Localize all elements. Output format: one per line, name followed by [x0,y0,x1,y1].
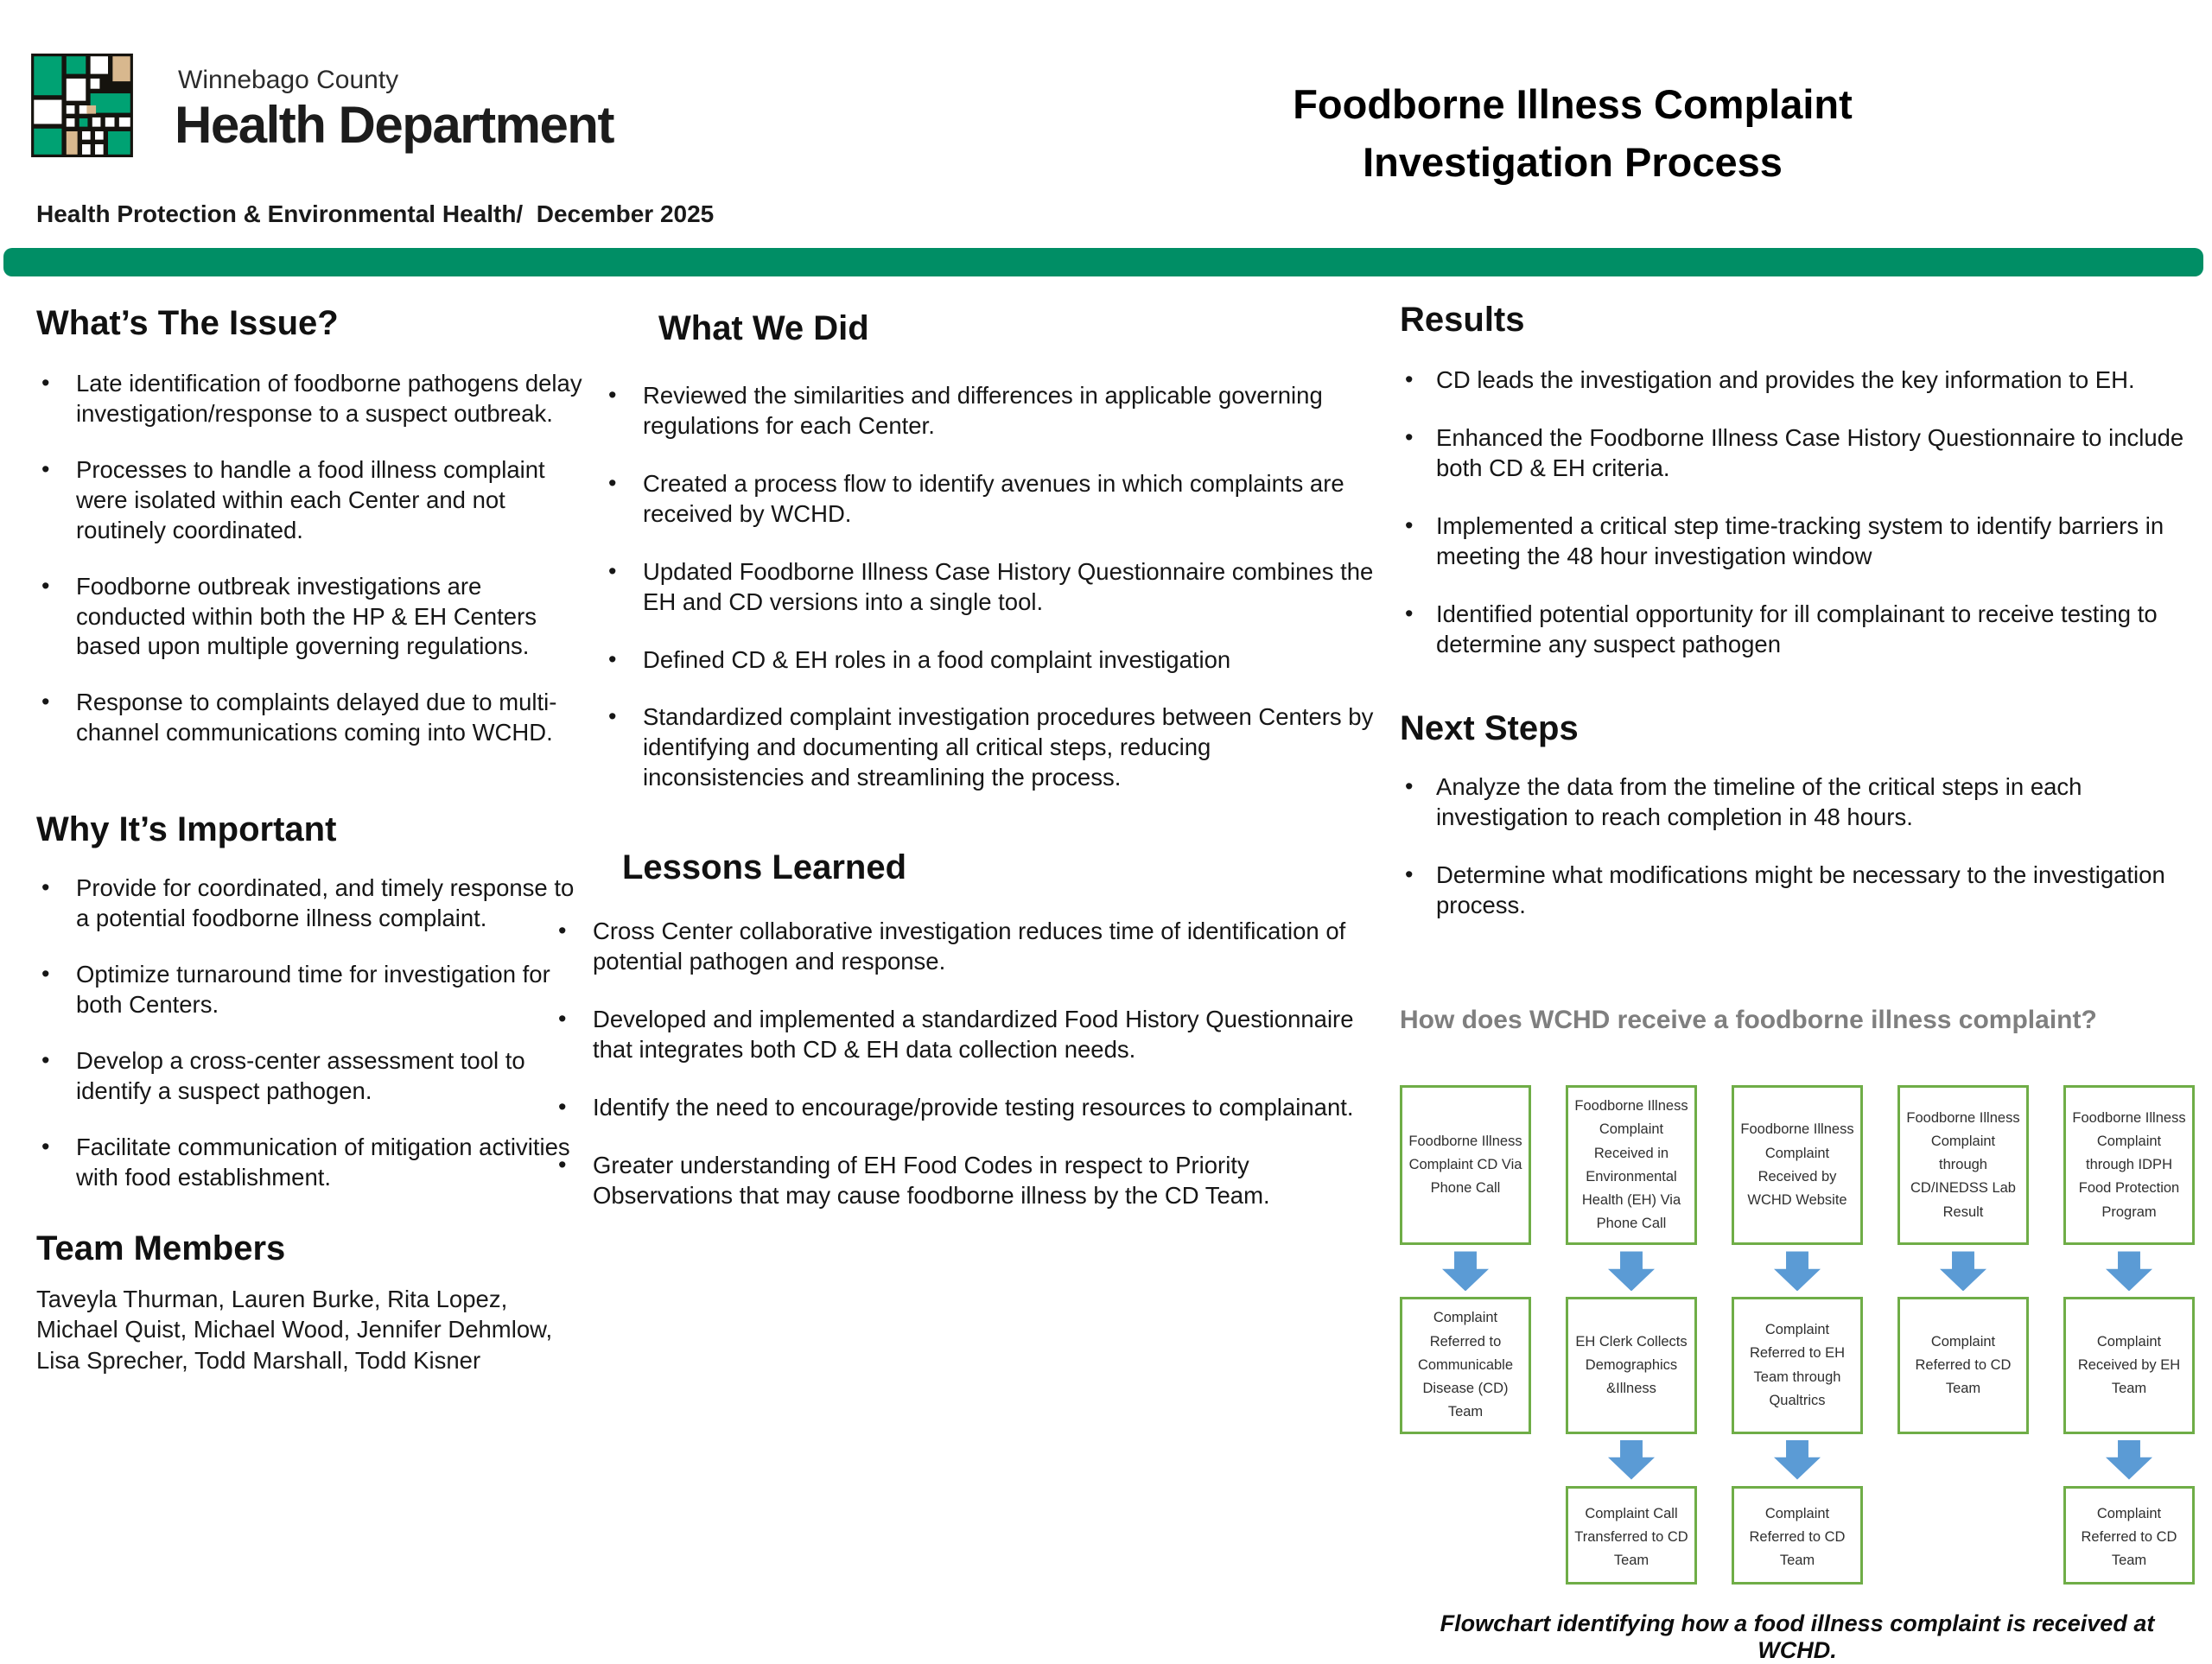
flowchart-arrows-row2 [1400,1434,2205,1486]
health-department-logo-icon [31,54,133,157]
what-we-did-bullet-list: Reviewed the similarities and difference… [603,380,1374,793]
flow-box: Complaint Received by EH Team [2063,1297,2195,1434]
poster-title-line1: Foodborne Illness Complaint [1293,81,1853,127]
flowchart-row1: Foodborne Illness Complaint CD Via Phone… [1400,1085,2205,1246]
next-steps-bullet-list: Analyze the data from the timeline of th… [1400,772,2205,921]
bullet-item: Identified potential opportunity for ill… [1400,599,2205,660]
flow-box: Foodborne Illness Complaint through CD/I… [1897,1085,2029,1246]
section-heading-issue: What’s The Issue? [36,304,339,342]
flow-box: Complaint Referred to CD Team [1732,1485,1863,1585]
bullet-item: Late identification of foodborne pathoge… [36,368,586,429]
flow-box: Complaint Referred to EH Team through Qu… [1732,1297,1863,1434]
bullet-item: Cross Center collaborative investigation… [553,916,1374,977]
bullet-item: Determine what modifications might be ne… [1400,860,2205,921]
team-member-names: Taveyla Thurman, Lauren Burke, Rita Lope… [36,1285,553,1375]
section-heading-lessons: Lessons Learned [622,848,907,887]
flow-box: EH Clerk Collects Demographics &Illness [1566,1297,1697,1434]
org-name-large: Health Department [175,96,614,154]
down-arrow-icon [1608,1439,1655,1480]
flow-box: Foodborne Illness Complaint through IDPH… [2063,1085,2195,1246]
section-heading-team: Team Members [36,1229,286,1267]
flow-box: Complaint Referred to Communicable Disea… [1400,1297,1531,1434]
bullet-item: Foodborne outbreak investigations are co… [36,571,586,663]
bullet-item: Standardized complaint investigation pro… [603,702,1374,793]
section-heading-what-we-did: What We Did [658,309,869,347]
bullet-item: Created a process flow to identify avenu… [603,468,1374,530]
down-arrow-icon [1608,1251,1655,1292]
bullet-item: Provide for coordinated, and timely resp… [36,873,586,934]
org-name-small: Winnebago County [178,66,399,94]
green-divider-bar [3,248,2203,276]
poster-title-line2: Investigation Process [1363,138,1783,185]
flowchart-caption: Flowchart identifying how a food illness… [1440,1610,2155,1663]
section-heading-important: Why It’s Important [36,810,337,849]
bullet-item: Developed and implemented a standardized… [553,1004,1374,1065]
down-arrow-icon [2106,1251,2152,1292]
bullet-item: Response to complaints delayed due to mu… [36,687,586,748]
bullet-item: CD leads the investigation and provides … [1400,365,2205,396]
bullet-item: Identify the need to encourage/provide t… [553,1092,1374,1123]
section-heading-results: Results [1400,301,1525,339]
down-arrow-icon [1442,1251,1489,1292]
flow-box: Foodborne Illness Complaint Received in … [1566,1085,1697,1246]
results-bullet-list: CD leads the investigation and provides … [1400,365,2205,659]
flowchart-row2: Complaint Referred to Communicable Disea… [1400,1297,2205,1434]
bullet-item: Processes to handle a food illness compl… [36,454,586,546]
column-middle: What We Did Reviewed the similarities an… [553,309,1374,1239]
section-heading-next-steps: Next Steps [1400,709,1579,748]
flow-box: Foodborne Illness Complaint Received by … [1732,1085,1863,1246]
down-arrow-icon [1774,1439,1821,1480]
bullet-item: Facilitate communication of mitigation a… [36,1132,586,1193]
down-arrow-icon [2106,1439,2152,1480]
column-left: What’s The Issue? Late identification of… [36,304,586,1376]
bullet-item: Analyze the data from the timeline of th… [1400,772,2205,833]
column-right: Results CD leads the investigation and p… [1400,301,2205,1664]
lessons-bullet-list: Cross Center collaborative investigation… [553,916,1374,1211]
down-arrow-icon [1940,1251,1986,1292]
bullet-item: Implemented a critical step time-trackin… [1400,511,2205,572]
bullet-item: Develop a cross-center assessment tool t… [36,1045,586,1107]
flowchart-row3: Complaint Call Transferred to CD Team Co… [1400,1485,2205,1585]
flowchart-arrows-row1 [1400,1245,2205,1297]
issue-bullet-list: Late identification of foodborne pathoge… [36,368,586,748]
flow-box: Complaint Referred to CD Team [1897,1297,2029,1434]
dept-date-line: Health Protection & Environmental Health… [36,200,715,227]
bullet-item: Defined CD & EH roles in a food complain… [603,645,1374,676]
bullet-item: Greater understanding of EH Food Codes i… [553,1150,1374,1211]
bullet-item: Optimize turnaround time for investigati… [36,959,586,1020]
bullet-item: Reviewed the similarities and difference… [603,380,1374,441]
bullet-item: Updated Foodborne Illness Case History Q… [603,556,1374,618]
poster-title: Foodborne Illness Complaint Investigatio… [1158,76,1987,191]
flow-box: Foodborne Illness Complaint CD Via Phone… [1400,1085,1531,1246]
down-arrow-icon [1774,1251,1821,1292]
flow-box: Complaint Call Transferred to CD Team [1566,1485,1697,1585]
bullet-item: Enhanced the Foodborne Illness Case Hist… [1400,422,2205,484]
important-bullet-list: Provide for coordinated, and timely resp… [36,873,586,1192]
flowchart-heading: How does WCHD receive a foodborne illnes… [1400,1006,2097,1035]
flow-box: Complaint Referred to CD Team [2063,1485,2195,1585]
